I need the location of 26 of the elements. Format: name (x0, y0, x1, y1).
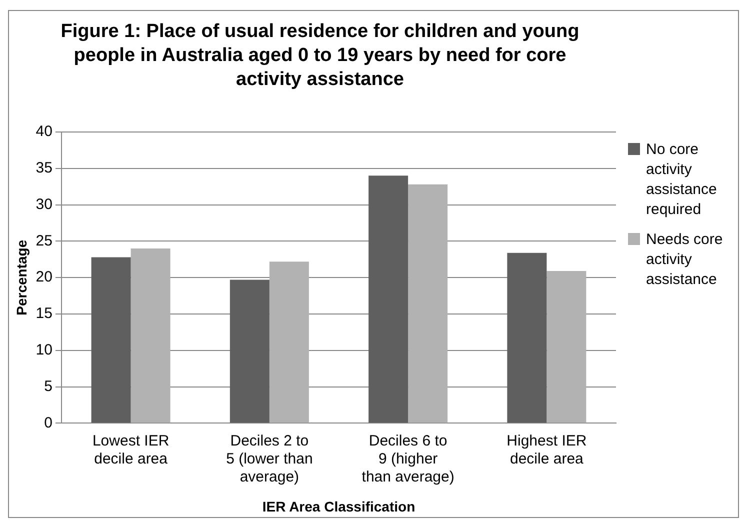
bar (91, 257, 131, 423)
y-tick-label: 0 (44, 414, 52, 432)
chart-title: Figure 1: Place of usual residence for children and young people in Australia aged 0 to 19 years by need for core activity assistance (60, 20, 580, 92)
y-tick-label: 10 (36, 342, 52, 359)
y-axis-title: Percentage (13, 240, 30, 316)
x-tick-label: Lowest IER decile area (92, 432, 170, 468)
x-axis-title: IER Area Classification (262, 498, 416, 514)
bar (269, 262, 309, 423)
bar (230, 280, 270, 423)
bar (130, 248, 170, 423)
y-tick-label: 30 (36, 196, 52, 213)
y-tick-label: 25 (36, 232, 52, 250)
legend-label: No core activity assistance required (646, 140, 718, 220)
x-tick-label: Deciles 2 to 5 (lower than average) (226, 432, 313, 486)
x-tick-label: Highest IER decile area (506, 432, 587, 468)
y-tick-label: 40 (36, 123, 52, 140)
y-tick-label: 20 (36, 268, 52, 286)
y-tick-label: 5 (44, 378, 52, 395)
y-tick-label: 35 (36, 160, 52, 177)
bar (368, 176, 408, 423)
y-tick-label: 15 (36, 305, 52, 322)
bar (507, 252, 547, 423)
bar (546, 271, 586, 423)
x-tick-label: Deciles 6 to 9 (higher than average) (362, 432, 454, 486)
bar (408, 184, 448, 423)
legend-label: Needs core activity assistance (646, 230, 724, 290)
